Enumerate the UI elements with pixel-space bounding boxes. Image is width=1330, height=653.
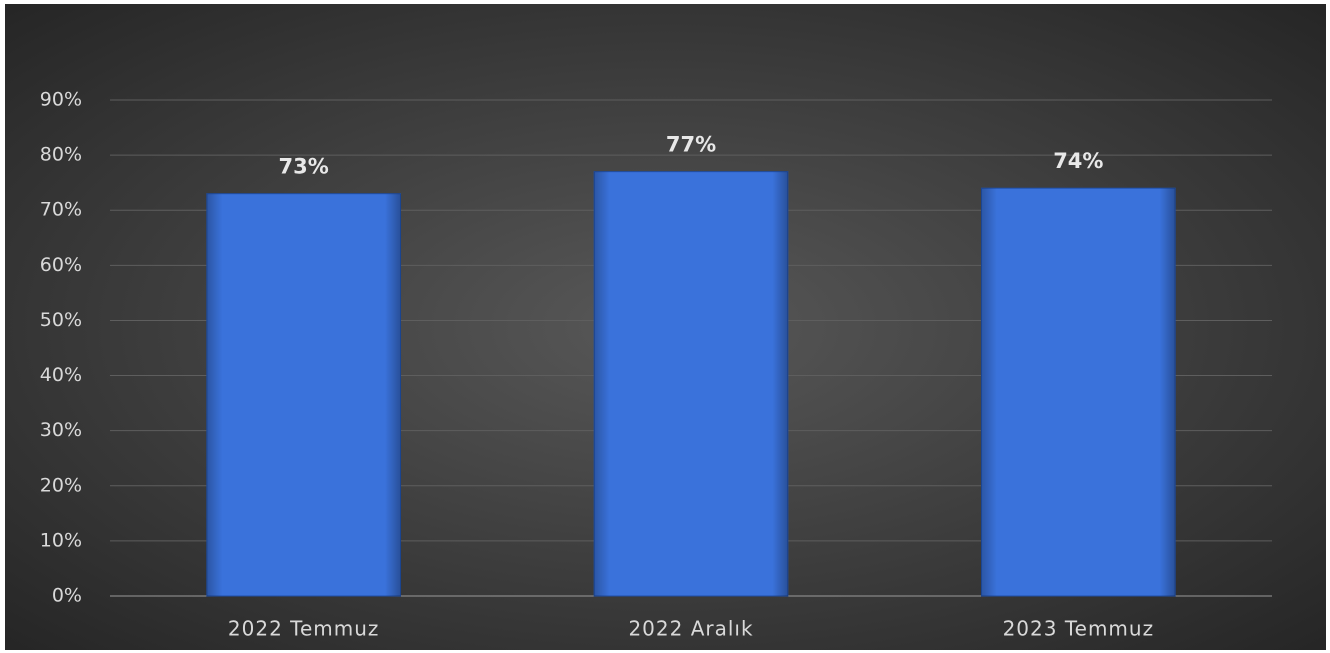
bar-shade (206, 193, 401, 596)
y-tick-label: 40% (40, 364, 82, 386)
bar-shade (981, 188, 1176, 596)
x-tick-label: 2022 Aralık (628, 617, 753, 641)
y-tick-label: 70% (40, 199, 82, 221)
y-tick-label: 50% (40, 309, 82, 331)
y-tick-label: 80% (40, 144, 82, 166)
y-tick-label: 60% (40, 254, 82, 276)
y-tick-label: 30% (40, 419, 82, 441)
data-label: 77% (666, 133, 716, 157)
bar-shade (594, 171, 788, 596)
x-tick-label: 2023 Temmuz (1003, 617, 1155, 641)
x-tick-label: 2022 Temmuz (228, 617, 380, 641)
y-tick-label: 20% (40, 474, 82, 496)
y-tick-label: 90% (40, 89, 82, 111)
y-tick-label: 10% (40, 529, 82, 551)
y-tick-label: 0% (52, 585, 82, 607)
data-label: 73% (279, 155, 329, 179)
data-label: 74% (1053, 149, 1103, 173)
